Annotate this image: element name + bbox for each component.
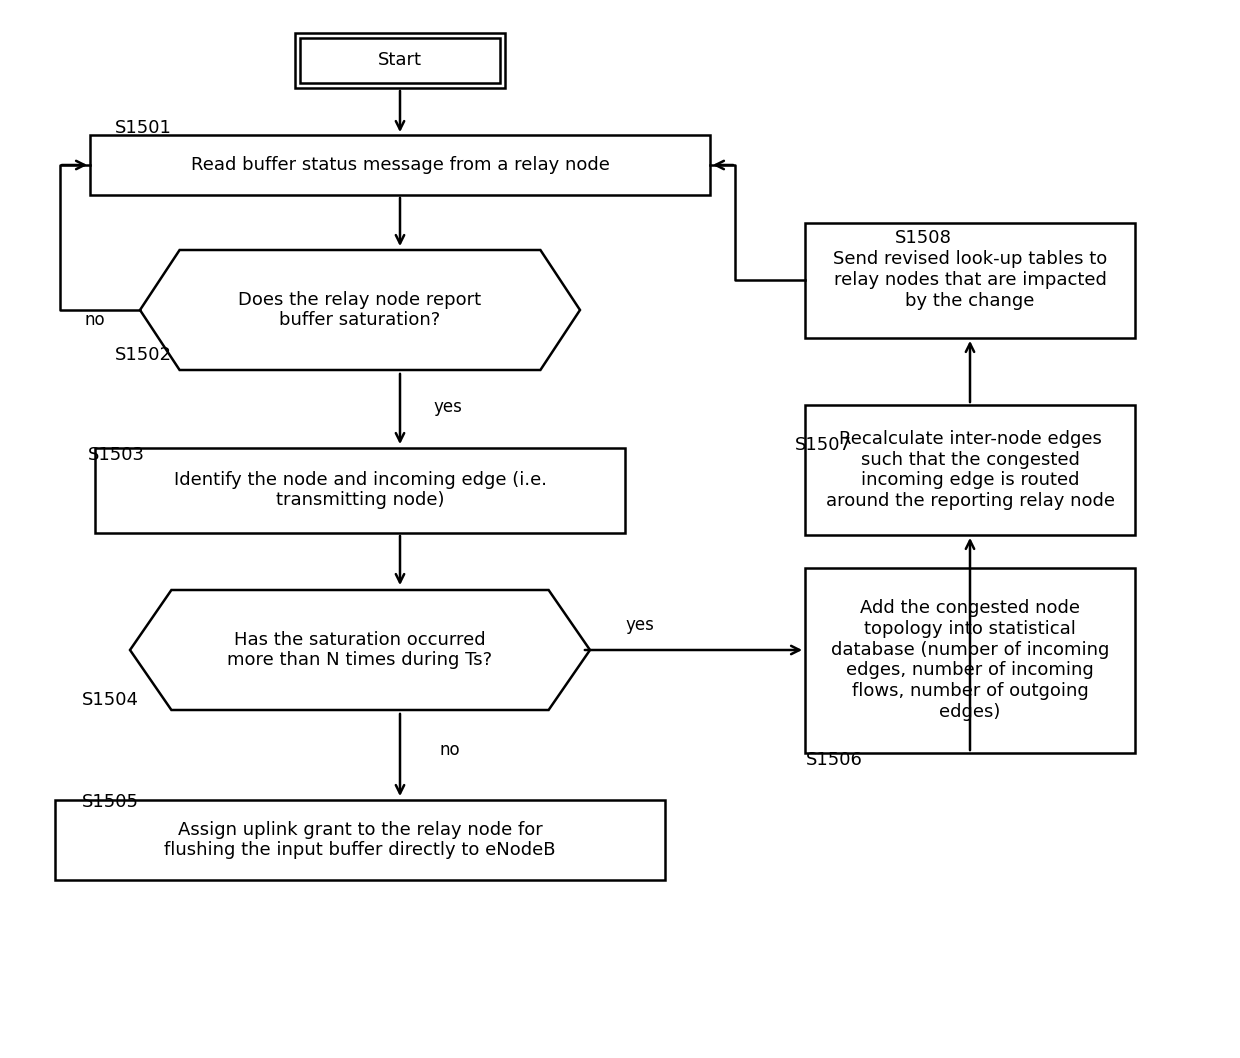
Text: Read buffer status message from a relay node: Read buffer status message from a relay … bbox=[191, 156, 609, 174]
Text: Identify the node and incoming edge (i.e.
transmitting node): Identify the node and incoming edge (i.e… bbox=[174, 471, 547, 509]
Bar bbox=[95, 448, 625, 532]
Text: Does the relay node report
buffer saturation?: Does the relay node report buffer satura… bbox=[238, 291, 481, 329]
Bar bbox=[295, 33, 505, 88]
Text: Add the congested node
topology into statistical
database (number of incoming
ed: Add the congested node topology into sta… bbox=[831, 599, 1110, 720]
Text: Start: Start bbox=[378, 51, 422, 69]
Text: S1502: S1502 bbox=[115, 346, 172, 364]
Text: S1505: S1505 bbox=[82, 794, 139, 811]
Text: no: no bbox=[440, 741, 460, 759]
Text: yes: yes bbox=[625, 616, 655, 634]
Bar bbox=[805, 222, 1135, 338]
Text: S1501: S1501 bbox=[115, 118, 172, 136]
Bar bbox=[91, 135, 711, 195]
Polygon shape bbox=[140, 250, 580, 370]
Text: S1506: S1506 bbox=[806, 751, 863, 769]
Text: S1508: S1508 bbox=[895, 229, 952, 247]
Bar bbox=[55, 800, 665, 880]
Text: Send revised look-up tables to
relay nodes that are impacted
by the change: Send revised look-up tables to relay nod… bbox=[833, 250, 1107, 310]
Bar bbox=[300, 37, 500, 83]
Text: Has the saturation occurred
more than N times during Ts?: Has the saturation occurred more than N … bbox=[227, 631, 492, 670]
Text: Assign uplink grant to the relay node for
flushing the input buffer directly to : Assign uplink grant to the relay node fo… bbox=[164, 821, 556, 859]
Bar bbox=[805, 567, 1135, 752]
Polygon shape bbox=[130, 590, 590, 710]
Text: S1503: S1503 bbox=[88, 446, 145, 464]
Text: yes: yes bbox=[434, 398, 463, 416]
Text: no: no bbox=[84, 311, 105, 329]
Bar bbox=[805, 405, 1135, 535]
Text: S1507: S1507 bbox=[795, 436, 852, 454]
Text: S1504: S1504 bbox=[82, 691, 139, 709]
Text: Recalculate inter-node edges
such that the congested
incoming edge is routed
aro: Recalculate inter-node edges such that t… bbox=[826, 430, 1115, 510]
